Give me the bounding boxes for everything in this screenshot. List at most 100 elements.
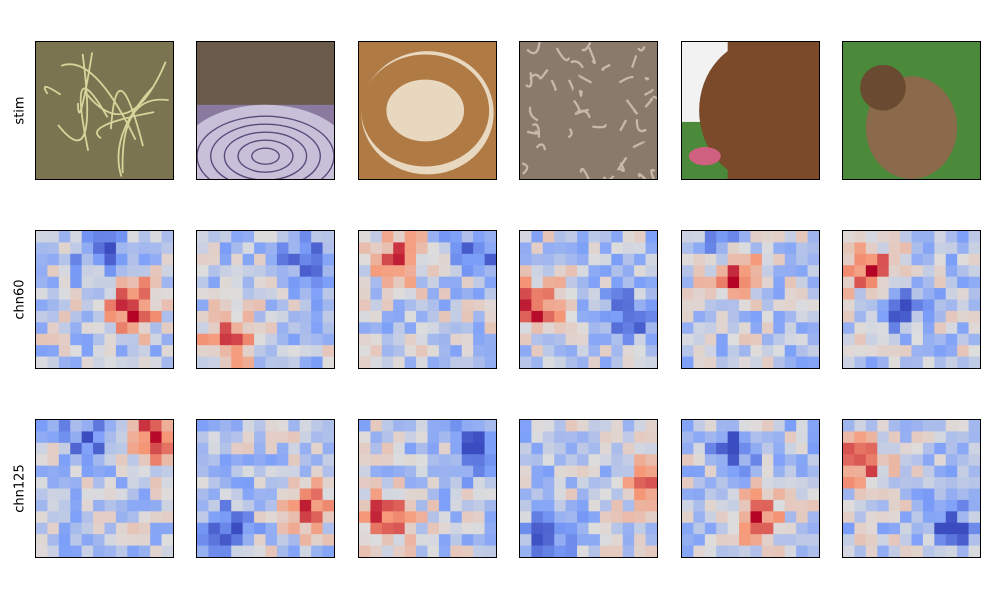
heatmap-cell bbox=[70, 499, 83, 512]
heatmap-cell bbox=[854, 442, 867, 455]
heatmap-cell bbox=[322, 242, 334, 255]
heatmap-cell bbox=[577, 333, 589, 346]
heatmap-cell bbox=[404, 534, 417, 546]
heatmap-cell bbox=[807, 322, 819, 335]
heatmap-cell bbox=[865, 276, 878, 289]
heatmap-cell bbox=[682, 299, 694, 312]
heatmap-cell bbox=[577, 345, 589, 357]
heatmap-cell bbox=[265, 242, 278, 255]
heatmap-cell bbox=[807, 454, 819, 467]
heatmap-cell bbox=[58, 333, 71, 346]
heatmap-cell bbox=[739, 288, 751, 300]
heatmap-cell bbox=[554, 265, 567, 278]
heatmap-cell bbox=[461, 488, 474, 501]
heatmap-cell bbox=[484, 534, 496, 546]
coral-ridge bbox=[618, 75, 634, 84]
heatmap-cell bbox=[520, 534, 532, 546]
heatmap-cell bbox=[450, 265, 463, 278]
heatmap-cell bbox=[254, 454, 266, 467]
heatmap-cell bbox=[761, 322, 774, 335]
heatmap-cell bbox=[47, 442, 60, 455]
heatmap-cell bbox=[288, 499, 301, 512]
heatmap-cell bbox=[865, 454, 878, 467]
heatmap-cell bbox=[877, 499, 890, 512]
heatmap-cell bbox=[104, 420, 117, 432]
heatmap-cell bbox=[288, 534, 301, 546]
heatmap-cell bbox=[404, 231, 417, 243]
heatmap-cell bbox=[473, 310, 485, 323]
heatmap-cell bbox=[484, 242, 496, 255]
heatmap-cell bbox=[554, 511, 567, 524]
heatmap-cell bbox=[542, 310, 555, 323]
heatmap-cell bbox=[370, 454, 383, 467]
heatmap-cell bbox=[81, 299, 94, 312]
heatmap-cell bbox=[70, 488, 83, 501]
coral-ridge bbox=[521, 162, 529, 175]
labyrinth-floor bbox=[197, 104, 334, 179]
heatmap-cell bbox=[138, 420, 151, 432]
heatmap-cell bbox=[645, 488, 657, 501]
heatmap-cell bbox=[36, 288, 48, 300]
heatmap-cell bbox=[461, 242, 474, 255]
heatmap-cell bbox=[761, 431, 774, 444]
heatmap-cell bbox=[716, 242, 729, 255]
heatmap-cell bbox=[693, 454, 706, 467]
heatmap-cell bbox=[588, 288, 601, 300]
heatmap-cell bbox=[473, 231, 485, 243]
heatmap-cell bbox=[115, 477, 128, 489]
heatmap-cell bbox=[36, 242, 48, 255]
heatmap-cell bbox=[888, 420, 901, 432]
heatmap-cell bbox=[393, 322, 406, 335]
heatmap-cell bbox=[461, 310, 474, 323]
heatmap-cell bbox=[197, 276, 209, 289]
heatmap-cell bbox=[208, 465, 221, 478]
heatmap-cell bbox=[36, 276, 48, 289]
heatmap-cell bbox=[761, 465, 774, 478]
heatmap-cell bbox=[115, 511, 128, 524]
heatmap-cell bbox=[611, 333, 624, 346]
heatmap-cell bbox=[922, 477, 935, 489]
heatmap-cell bbox=[807, 522, 819, 535]
heatmap-cell bbox=[704, 420, 717, 432]
heatmap-cell bbox=[127, 420, 140, 432]
heatmap-cell bbox=[554, 345, 567, 357]
heatmap-cell bbox=[359, 499, 371, 512]
heatmap-cell bbox=[531, 534, 544, 546]
heatmap-cell bbox=[599, 333, 612, 346]
worm-shape bbox=[109, 90, 144, 147]
heatmap-cell bbox=[393, 333, 406, 346]
heatmap-cell bbox=[438, 465, 451, 478]
heatmap-cell bbox=[796, 322, 808, 335]
coral-ridge bbox=[570, 60, 584, 69]
heatmap-cell bbox=[750, 288, 763, 300]
labyrinth-ring bbox=[251, 147, 280, 165]
heatmap-cell bbox=[531, 511, 544, 524]
heatmap-cell bbox=[911, 231, 924, 243]
heatmap-cell bbox=[370, 288, 383, 300]
heatmap-cell bbox=[704, 511, 717, 524]
heatmap-cell bbox=[520, 477, 532, 489]
heatmap-cell bbox=[104, 288, 117, 300]
heatmap-cell bbox=[450, 333, 463, 346]
heatmap-cell bbox=[370, 310, 383, 323]
heatmap-cell bbox=[265, 333, 278, 346]
heatmap-cell bbox=[531, 442, 544, 455]
heatmap-cell bbox=[370, 442, 383, 455]
heatmap-cell bbox=[104, 299, 117, 312]
heatmap-cell bbox=[611, 442, 624, 455]
heatmap-cell bbox=[693, 253, 706, 266]
heatmap-cell bbox=[877, 265, 890, 278]
heatmap-cell bbox=[81, 534, 94, 546]
heatmap-cell bbox=[370, 276, 383, 289]
heatmap-cell bbox=[70, 534, 83, 546]
heatmap-cell bbox=[588, 499, 601, 512]
heatmap-cell bbox=[611, 276, 624, 289]
heatmap-cell bbox=[843, 310, 855, 323]
heatmap-cell bbox=[381, 545, 394, 557]
heatmap-cell bbox=[773, 442, 786, 455]
heatmap-cell bbox=[416, 477, 428, 489]
heatmap-cell bbox=[127, 522, 140, 535]
heatmap-cell bbox=[957, 545, 969, 557]
heatmap-cell bbox=[599, 454, 612, 467]
